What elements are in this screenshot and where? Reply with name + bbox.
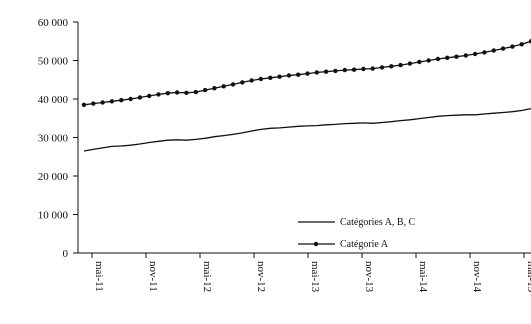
series-point [379, 65, 385, 70]
series-line-0 [83, 107, 531, 152]
y-tick-label: 10 000 [38, 210, 69, 222]
legend-label: Catégories A, B, C [340, 217, 416, 228]
series-point [91, 101, 96, 106]
x-tick-label: mai-13 [309, 261, 321, 293]
series-point [128, 96, 133, 102]
x-axis: mai-11 nov-11 mai-12 nov-12 mai-13 nov-13 mai-… [78, 252, 531, 293]
y-tick-label: 50 000 [38, 56, 69, 68]
series-point [454, 54, 459, 59]
series-point [100, 100, 105, 105]
series-point [482, 50, 487, 55]
series-point [184, 90, 189, 96]
y-tick-label: 0 [63, 248, 69, 260]
series-point [500, 46, 506, 51]
series-point [472, 51, 478, 57]
series-layer [81, 39, 531, 152]
series-point [277, 74, 282, 79]
legend-label: Catégorie A [340, 239, 389, 250]
series-point [445, 55, 450, 60]
series-point [463, 53, 468, 58]
series-point [156, 92, 161, 97]
y-axis: 0 10 000 20 000 30 000 40 000 50 000 60 000 [38, 17, 79, 260]
series-point [165, 91, 170, 96]
series-point [305, 71, 310, 76]
y-tick-label: 40 000 [38, 94, 69, 106]
series-point [202, 87, 208, 93]
series-point [240, 80, 245, 85]
y-tick-label: 20 000 [38, 171, 69, 183]
y-tick-label: 30 000 [38, 133, 69, 145]
x-tick-label: mai-15 [525, 261, 531, 293]
y-tick-label: 60 000 [38, 17, 69, 29]
legend: Catégories A, B, C Catégorie A [298, 217, 416, 250]
series-point [491, 48, 496, 53]
series-point [510, 44, 515, 49]
series-point [361, 66, 366, 72]
series-point [417, 59, 422, 65]
series-point [426, 58, 431, 63]
x-tick-label: nov-12 [255, 261, 267, 292]
series-point [230, 82, 236, 87]
series-point [314, 70, 319, 75]
x-tick-label: mai-12 [201, 261, 213, 292]
series-point [370, 66, 375, 71]
series-point [249, 78, 254, 83]
series-point [398, 62, 403, 68]
series-point [528, 39, 531, 44]
series-point [137, 95, 143, 100]
x-tick-label: nov-11 [147, 261, 159, 292]
x-tick-label: nov-13 [363, 261, 375, 293]
series-point [519, 42, 524, 47]
series-point [119, 98, 124, 103]
series-point [296, 72, 301, 77]
series-point [342, 67, 347, 73]
x-tick-label: mai-14 [417, 261, 429, 293]
series-point [147, 93, 152, 99]
series-point [286, 73, 292, 78]
series-point [109, 99, 115, 104]
series-point [351, 67, 357, 72]
series-point [268, 75, 273, 81]
x-tick-label: mai-11 [93, 261, 105, 292]
series-point [258, 76, 264, 82]
series-point [323, 69, 329, 74]
series-point [435, 56, 441, 62]
series-point [212, 86, 217, 91]
series-point [407, 61, 413, 66]
series-point [389, 64, 394, 69]
legend-marker [313, 241, 319, 247]
series-point [333, 68, 338, 74]
series-point [193, 89, 198, 95]
x-tick-label: nov-14 [471, 261, 483, 293]
series-point [221, 84, 226, 89]
series-point [81, 102, 87, 108]
series-point [174, 90, 180, 95]
